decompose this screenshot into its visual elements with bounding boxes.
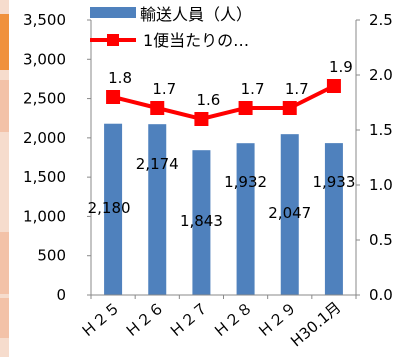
y-left-tick-label: 500 (37, 247, 66, 265)
bar (104, 123, 123, 295)
line-marker (282, 101, 297, 115)
y-right-tick-label: 1.5 (369, 121, 393, 139)
bar (236, 143, 255, 295)
line-marker (194, 112, 209, 126)
y-left-tick-label: 3,500 (23, 11, 66, 29)
line-value-label: 1.7 (152, 80, 176, 98)
y-right-tick-label: 1.0 (369, 176, 393, 194)
y-left-tick-label: 1,000 (23, 207, 66, 225)
side-strip (0, 0, 9, 357)
y-right-tick-label: 0.0 (369, 286, 393, 304)
line-marker (106, 90, 121, 104)
line-marker (238, 101, 253, 115)
bar-series (104, 123, 343, 295)
y-left-tick-label: 0 (56, 286, 66, 304)
side-strip-block (0, 14, 9, 70)
x-tick-label: Ｈ２５ (78, 298, 124, 341)
line-series (106, 79, 341, 126)
bar-value-label: 2,047 (268, 204, 311, 222)
bar (280, 134, 299, 295)
line-marker (150, 101, 165, 115)
line-marker (326, 79, 341, 93)
bar-value-label: 1,932 (224, 173, 267, 191)
bar-value-label: 2,180 (88, 199, 131, 217)
bar (324, 143, 343, 295)
y-right-tick-label: 2.0 (369, 66, 393, 84)
legend-line-label: 1便当たりの… (143, 31, 249, 50)
line-value-label: 1.8 (108, 69, 132, 87)
line-value-label: 1.6 (196, 91, 220, 109)
legend-bar-label: 輸送人員（人） (140, 5, 252, 24)
legend-line-marker (107, 34, 119, 46)
bar-value-label: 1,933 (312, 173, 355, 191)
y-left-tick-label: 2,000 (23, 129, 66, 147)
line-value-label: 1.9 (329, 58, 353, 76)
bar (192, 150, 211, 295)
x-tick-label: Ｈ２８ (210, 298, 256, 341)
x-tick-label: H30.1月 (287, 298, 344, 350)
x-tick-label: Ｈ２６ (122, 298, 168, 341)
side-strip-block (0, 298, 9, 338)
data-labels: 1.8 1.7 1.6 1.7 1.7 1.9 2,180 2,174 1,843 1,9322,… (88, 58, 356, 230)
y-left-tick-label: 3,000 (23, 50, 66, 68)
x-tick-label: Ｈ２７ (166, 298, 212, 341)
bar-value-label: 2,174 (136, 155, 179, 173)
y-right-tick-label: 0.5 (369, 231, 393, 249)
bar (148, 124, 167, 295)
y-left-tick-label: 1,500 (23, 168, 66, 186)
y-right-tick-label: 2.5 (369, 11, 393, 29)
legend: 輸送人員（人） 1便当たりの… (90, 5, 252, 50)
bar-value-label: 1,843 (180, 212, 223, 230)
line-path (112, 84, 335, 122)
y-left-tick-label: 2,500 (23, 90, 66, 108)
side-strip-block (0, 80, 9, 132)
legend-bar-swatch (90, 7, 136, 18)
side-strip-block (0, 232, 9, 294)
line-value-label: 1.7 (241, 80, 265, 98)
line-value-label: 1.7 (285, 80, 309, 98)
